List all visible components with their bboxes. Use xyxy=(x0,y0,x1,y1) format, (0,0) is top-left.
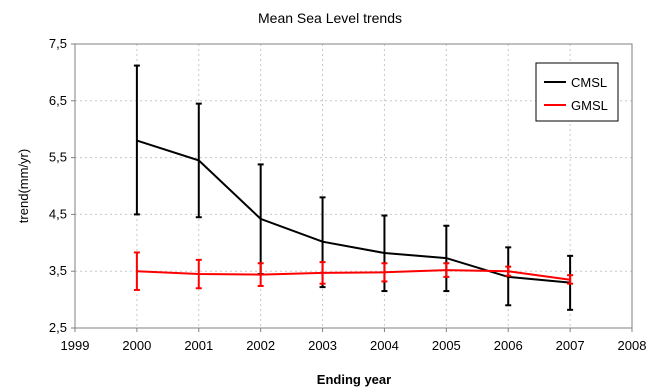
error-bar-cmsl xyxy=(195,102,202,219)
y-tick-label: 4,5 xyxy=(49,206,67,221)
plot-area-border xyxy=(74,43,633,329)
error-bar-gmsl xyxy=(381,262,388,283)
legend-box xyxy=(535,62,619,122)
y-tick-label: 3,5 xyxy=(49,263,67,278)
series-line-gmsl xyxy=(136,269,571,281)
error-bar-gmsl xyxy=(133,251,140,291)
x-tick-label: 2006 xyxy=(494,338,523,353)
x-axis-ticks: 1999 2000 2001 2002 2003 2004 2005 2006 2007 2008 xyxy=(61,328,647,353)
error-bar-gmsl xyxy=(567,274,574,285)
y-tick-label: 2,5 xyxy=(49,320,67,335)
x-tick-label: 2007 xyxy=(556,338,585,353)
error-bar-gmsl xyxy=(505,265,512,277)
error-bar-gmsl xyxy=(443,262,450,278)
y-tick-label: 7,5 xyxy=(49,36,67,51)
x-tick-label: 2004 xyxy=(370,338,399,353)
y-axis-ticks: 2,5 3,5 4,5 5,5 6,5 7,5 xyxy=(49,36,75,335)
series-cmsl xyxy=(133,64,574,311)
x-axis-label: Ending year xyxy=(317,372,391,387)
series-line-cmsl xyxy=(136,139,571,284)
series-gmsl xyxy=(133,251,574,291)
x-tick-label: 2002 xyxy=(246,338,275,353)
legend-label-gmsl: GMSL xyxy=(571,98,608,113)
x-tick-label: 2001 xyxy=(184,338,213,353)
y-axis-label: trend(mm/yr) xyxy=(16,149,31,223)
legend: CMSL GMSL xyxy=(535,62,619,122)
series-layer xyxy=(133,64,574,311)
error-bar-gmsl xyxy=(319,261,326,285)
x-tick-label: 2003 xyxy=(308,338,337,353)
chart-title: Mean Sea Level trends xyxy=(258,10,402,26)
x-tick-label: 2005 xyxy=(432,338,461,353)
error-bar-cmsl xyxy=(133,64,140,216)
x-tick-label: 1999 xyxy=(61,338,90,353)
x-tick-label: 2000 xyxy=(122,338,151,353)
error-bar-gmsl xyxy=(257,262,264,287)
error-bar-cmsl xyxy=(443,224,450,293)
error-bar-gmsl xyxy=(195,258,202,290)
x-tick-label: 2008 xyxy=(618,338,647,353)
y-tick-label: 6,5 xyxy=(49,93,67,108)
y-tick-label: 5,5 xyxy=(49,150,67,165)
legend-label-cmsl: CMSL xyxy=(571,75,607,90)
